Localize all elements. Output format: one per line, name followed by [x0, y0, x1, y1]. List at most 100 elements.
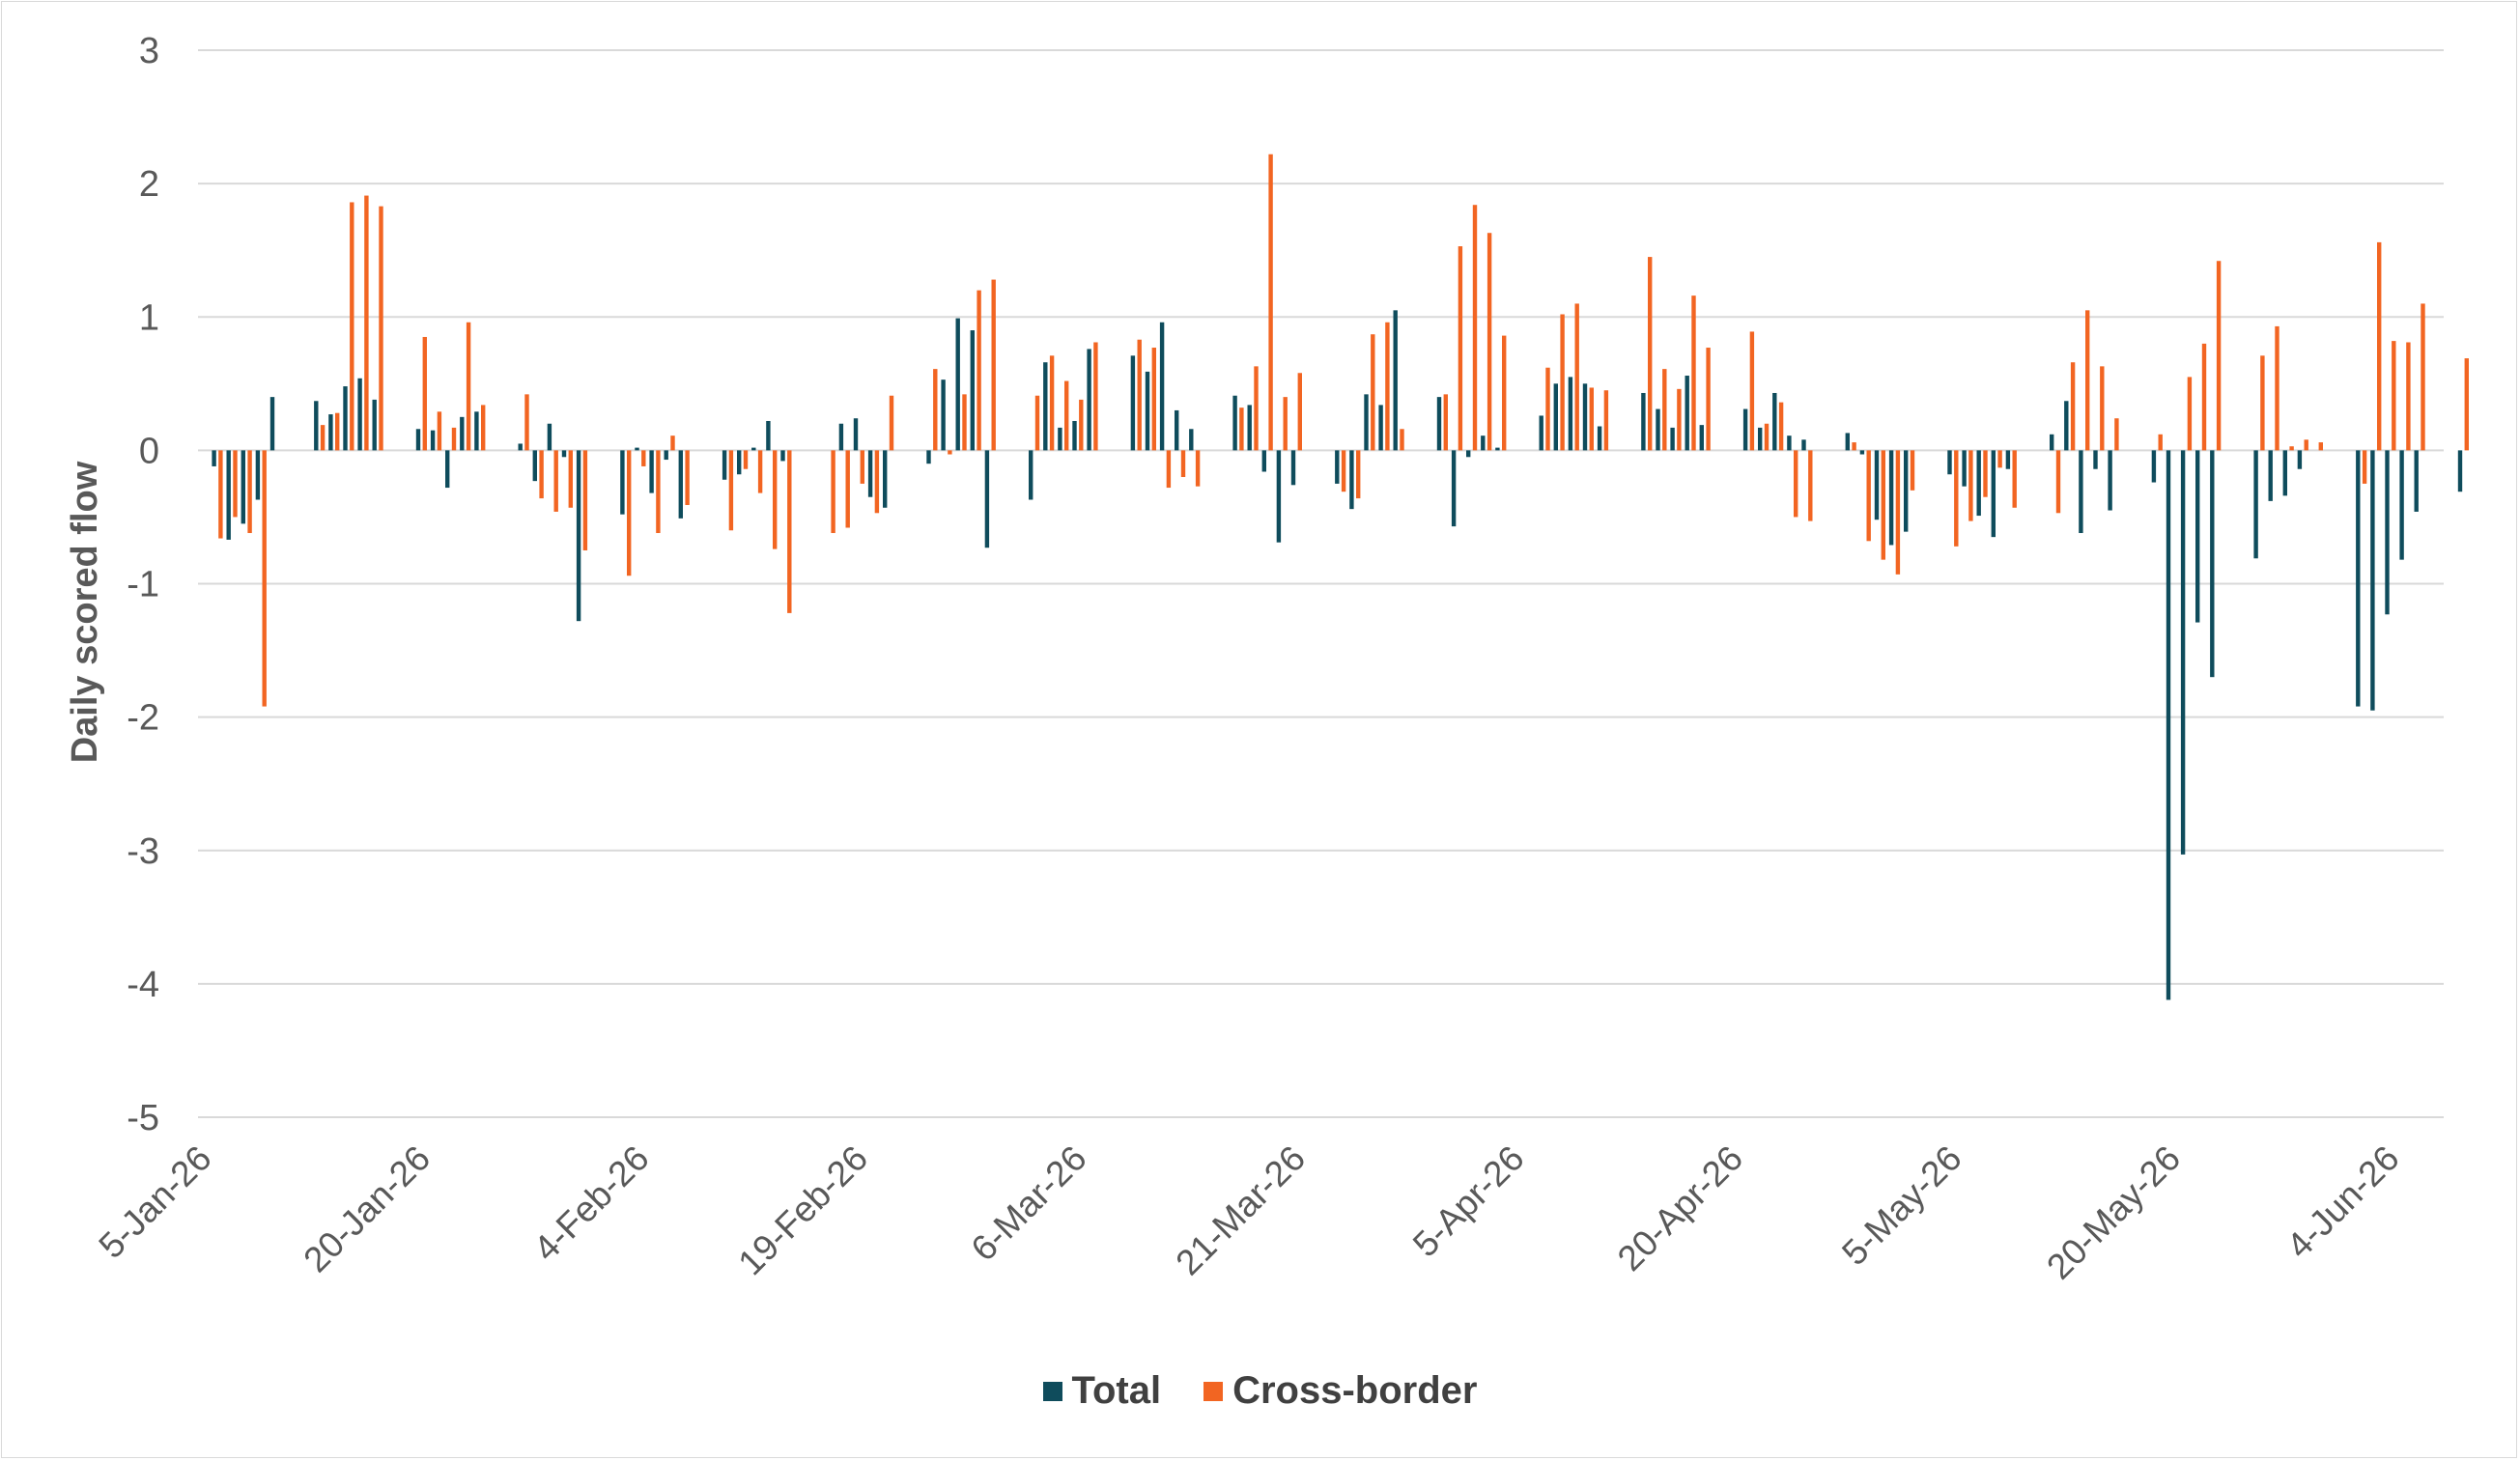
bar-cross-border — [335, 412, 340, 451]
bar-cross-border — [2377, 241, 2382, 451]
bar-total — [926, 450, 931, 464]
bar-cross-border — [568, 450, 573, 508]
bar-total — [1845, 433, 1850, 451]
bar-total — [838, 423, 844, 451]
bar-cross-border — [991, 279, 996, 451]
bar-cross-border — [1983, 450, 1988, 497]
bar-cross-border — [1560, 314, 1565, 451]
bar-cross-border — [1866, 450, 1871, 542]
y-tick-label: -4 — [127, 965, 159, 1005]
bar-total — [1539, 415, 1543, 451]
bar-total — [2180, 450, 2186, 855]
x-tick-label: 4-Jun-26 — [2279, 1138, 2406, 1266]
bar-total — [955, 318, 960, 451]
bar-cross-border — [1502, 335, 1507, 451]
bar-total — [853, 418, 859, 451]
bar-cross-border — [1079, 399, 1084, 451]
bar-cross-border — [757, 450, 763, 493]
bar-total — [2108, 450, 2112, 511]
bar-total — [1378, 405, 1383, 451]
bar-cross-border — [1589, 387, 1594, 451]
bar-total — [2005, 450, 2011, 469]
y-tick-label: 0 — [139, 431, 159, 471]
bar-cross-border — [2216, 261, 2222, 451]
bar-cross-border — [1545, 367, 1550, 451]
bar-cross-border — [1049, 355, 1055, 451]
bar-total — [1568, 377, 1573, 451]
bar-total — [1976, 450, 1981, 517]
bar-total — [2385, 450, 2390, 615]
bar-total — [780, 450, 785, 462]
y-axis-ticks: 3 2 1 0 -1 -2 -3 -4 -5 — [127, 31, 159, 1138]
bar-cross-border — [1166, 450, 1172, 489]
bar-cross-border — [524, 394, 529, 451]
x-tick-label: 4-Feb-26 — [526, 1138, 657, 1269]
bar-cross-border — [933, 369, 938, 451]
bar-total — [415, 429, 421, 451]
y-tick-label: 3 — [139, 31, 159, 71]
bar-total — [2064, 401, 2069, 451]
x-tick-label: 5-Apr-26 — [1405, 1138, 1532, 1265]
bar-cross-border — [1195, 450, 1201, 487]
bar-total — [518, 443, 523, 451]
bar-total — [1597, 426, 1602, 451]
bar-cross-border — [233, 450, 238, 518]
bar-cross-border — [1297, 373, 1302, 451]
bar-cross-border — [2392, 341, 2396, 451]
bar-total — [314, 401, 319, 451]
bar-total — [664, 450, 668, 461]
bar-cross-border — [1487, 233, 1492, 451]
bar-total — [2253, 450, 2258, 559]
bar-total — [1758, 427, 1763, 451]
bar-cross-border — [2012, 450, 2017, 508]
bar-cross-border — [350, 202, 354, 451]
bar-total — [2093, 450, 2098, 469]
bar-cross-border — [1151, 348, 1156, 451]
bar-cross-border — [481, 405, 486, 451]
x-tick-label: 20-Apr-26 — [1610, 1138, 1750, 1278]
bar-cross-border — [1677, 388, 1682, 451]
bar-cross-border — [1997, 450, 2002, 468]
bar-total — [1393, 310, 1398, 451]
bar-total — [1087, 349, 1091, 451]
bar-cross-border — [2260, 355, 2265, 451]
legend-label-cross-border: Cross-border — [1232, 1369, 1478, 1412]
bar-cross-border — [379, 206, 383, 451]
bar-cross-border — [1574, 303, 1579, 451]
bar-total — [1451, 450, 1457, 527]
bar-total — [1466, 450, 1471, 458]
bar-total — [1801, 439, 1806, 451]
bar-cross-border — [1691, 295, 1696, 451]
bar-total — [1874, 450, 1880, 520]
bar-total — [2079, 450, 2083, 534]
bar-total — [941, 379, 946, 451]
x-tick-label: 6-Mar-26 — [964, 1138, 1094, 1269]
bar-total — [1290, 450, 1296, 486]
bar-total — [1991, 450, 1996, 538]
bar-cross-border — [1472, 205, 1478, 451]
y-axis-title: Daily scored flow — [65, 461, 105, 763]
bar-total — [984, 450, 990, 548]
bar-total — [737, 450, 742, 475]
bar-cross-border — [977, 290, 981, 451]
bar-total — [1904, 450, 1909, 532]
bar-total — [2414, 450, 2419, 512]
y-tick-label: -5 — [127, 1098, 159, 1138]
bar-total — [1276, 450, 1282, 543]
bar-cross-border — [685, 450, 690, 506]
bar-cross-border — [1662, 369, 1667, 451]
x-axis-ticks: 5-Jan-26 20-Jan-26 4-Feb-26 19-Feb-26 6-Mar-… — [91, 1138, 2406, 1287]
bar-cross-border — [422, 336, 427, 451]
bar-total — [1058, 427, 1062, 451]
bar-total — [766, 420, 771, 451]
bar-total — [751, 447, 756, 451]
bar-cross-border — [1895, 450, 1901, 575]
bar-total — [460, 416, 465, 451]
bar-total — [561, 450, 567, 458]
bar-total — [2210, 450, 2215, 678]
legend: Total Cross-border — [0, 1369, 2520, 1413]
bar-total — [1481, 435, 1486, 451]
bar-cross-border — [1356, 450, 1361, 499]
